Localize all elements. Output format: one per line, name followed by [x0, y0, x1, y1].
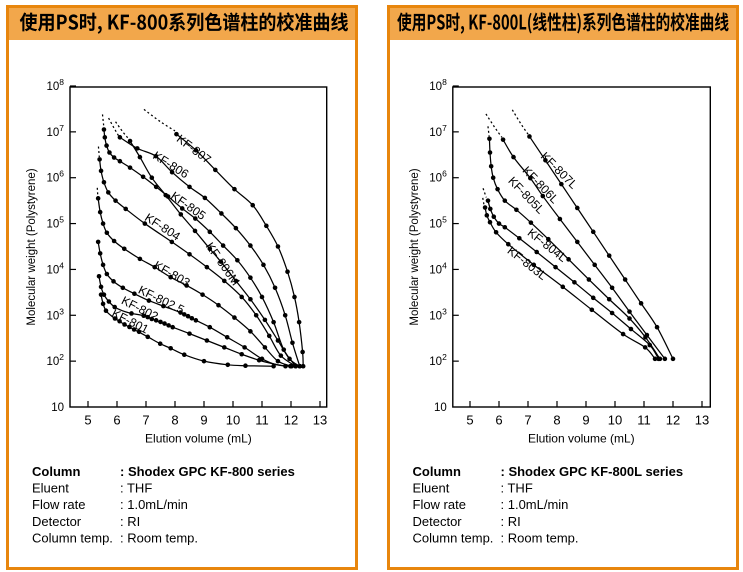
svg-text:9: 9 — [200, 413, 207, 428]
svg-text:8: 8 — [171, 413, 178, 428]
svg-text:108: 108 — [429, 77, 447, 93]
svg-text:104: 104 — [46, 260, 64, 276]
svg-text:: THF: : THF — [501, 481, 533, 496]
svg-text:11: 11 — [255, 413, 269, 428]
svg-text:Eluent: Eluent — [32, 481, 69, 496]
svg-text:10: 10 — [434, 402, 447, 414]
svg-text:: 1.0mL/min: : 1.0mL/min — [501, 497, 569, 512]
svg-text:: Shodex GPC KF-800 series: : Shodex GPC KF-800 series — [120, 464, 295, 479]
svg-text:10: 10 — [608, 413, 622, 428]
svg-text:Column temp.: Column temp. — [413, 530, 494, 545]
svg-text:8: 8 — [553, 413, 560, 428]
svg-text:Column temp.: Column temp. — [32, 530, 113, 545]
svg-text:108: 108 — [46, 77, 64, 93]
svg-text:102: 102 — [46, 352, 64, 368]
svg-text:105: 105 — [46, 215, 64, 231]
svg-text:106: 106 — [429, 169, 447, 185]
svg-text:Eluent: Eluent — [413, 481, 450, 496]
svg-text:Detector: Detector — [32, 514, 82, 529]
svg-text:KF-803: KF-803 — [151, 258, 192, 290]
svg-text:10: 10 — [51, 402, 64, 414]
svg-text:107: 107 — [46, 123, 64, 139]
svg-text:Molecular weight (Polystyrene): Molecular weight (Polystyrene) — [26, 168, 38, 325]
svg-text:Detector: Detector — [413, 514, 463, 529]
svg-text:12: 12 — [284, 413, 298, 428]
svg-text:5: 5 — [466, 413, 473, 428]
svg-text:: RI: : RI — [120, 514, 140, 529]
svg-text:106: 106 — [46, 169, 64, 185]
svg-text:104: 104 — [429, 260, 447, 276]
svg-text:7: 7 — [524, 413, 531, 428]
svg-text:Molecular weight (Polystyrene): Molecular weight (Polystyrene) — [409, 168, 421, 325]
svg-text:KF-804: KF-804 — [142, 210, 183, 243]
svg-text:7: 7 — [142, 413, 149, 428]
svg-text:: THF: : THF — [120, 481, 152, 496]
svg-text:6: 6 — [113, 413, 120, 428]
svg-text:105: 105 — [429, 215, 447, 231]
svg-text:Flow rate: Flow rate — [32, 497, 85, 512]
svg-text:12: 12 — [666, 413, 680, 428]
svg-text:103: 103 — [46, 306, 64, 322]
svg-text:107: 107 — [429, 123, 447, 139]
svg-text:9: 9 — [582, 413, 589, 428]
svg-text:13: 13 — [313, 413, 327, 428]
svg-text:Elution volume (mL): Elution volume (mL) — [528, 432, 635, 446]
svg-text:: Shodex GPC KF-800L series: : Shodex GPC KF-800L series — [501, 464, 684, 479]
svg-text:103: 103 — [429, 306, 447, 322]
svg-text:: Room temp.: : Room temp. — [501, 530, 579, 545]
svg-text:: RI: : RI — [501, 514, 521, 529]
svg-text:Column: Column — [32, 464, 80, 479]
svg-text:Elution volume (mL): Elution volume (mL) — [145, 432, 252, 446]
svg-text:6: 6 — [495, 413, 502, 428]
svg-text:: 1.0mL/min: : 1.0mL/min — [120, 497, 188, 512]
svg-text:: Room temp.: : Room temp. — [120, 530, 198, 545]
svg-text:5: 5 — [84, 413, 91, 428]
svg-text:102: 102 — [429, 352, 447, 368]
svg-text:11: 11 — [637, 413, 651, 428]
svg-text:KF-806: KF-806 — [150, 148, 191, 181]
svg-text:Column: Column — [413, 464, 461, 479]
svg-text:Flow rate: Flow rate — [413, 497, 466, 512]
svg-text:10: 10 — [226, 413, 240, 428]
svg-text:13: 13 — [695, 413, 709, 428]
